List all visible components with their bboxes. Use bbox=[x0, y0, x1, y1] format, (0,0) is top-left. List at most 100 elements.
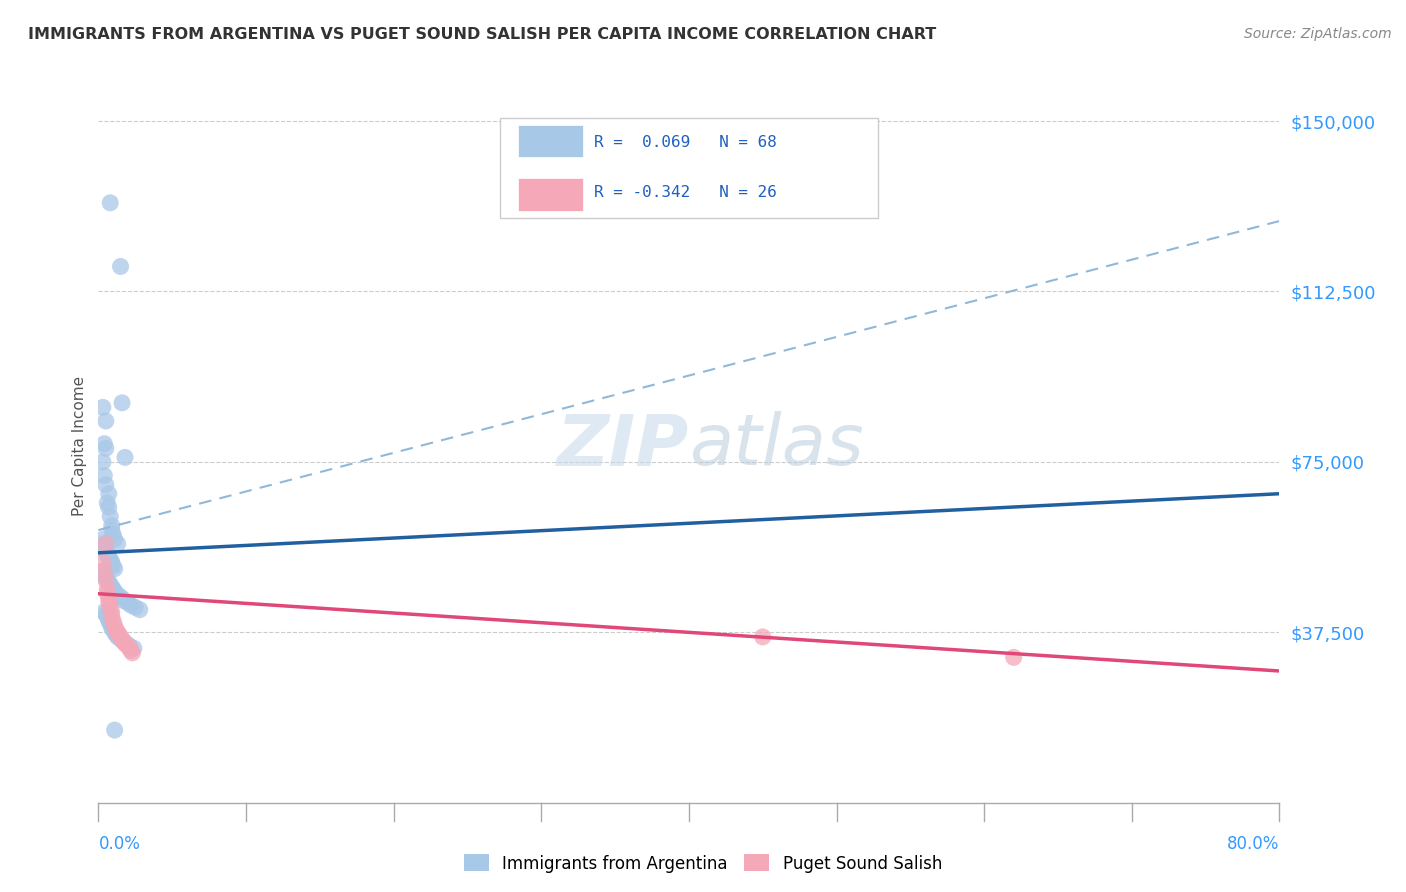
Legend: Immigrants from Argentina, Puget Sound Salish: Immigrants from Argentina, Puget Sound S… bbox=[457, 847, 949, 880]
Point bbox=[122, 641, 145, 656]
Point bbox=[751, 630, 773, 644]
Point bbox=[100, 609, 122, 624]
Point bbox=[97, 500, 120, 515]
Point bbox=[114, 450, 136, 465]
Point bbox=[110, 630, 132, 644]
Point bbox=[115, 637, 138, 651]
Point bbox=[93, 568, 115, 582]
Point bbox=[94, 537, 117, 551]
Point bbox=[117, 639, 139, 653]
Text: atlas: atlas bbox=[689, 411, 863, 481]
Point bbox=[93, 605, 115, 619]
Point bbox=[112, 634, 135, 648]
Text: ZIP: ZIP bbox=[557, 411, 689, 481]
Bar bbox=[517, 178, 582, 211]
Point bbox=[107, 630, 129, 644]
Point bbox=[100, 518, 122, 533]
Point bbox=[97, 487, 120, 501]
Point bbox=[94, 541, 117, 556]
Point bbox=[94, 571, 117, 585]
Point bbox=[97, 596, 120, 610]
Point bbox=[1002, 650, 1025, 665]
Point bbox=[103, 527, 125, 541]
Point bbox=[96, 582, 118, 597]
Point bbox=[100, 621, 122, 635]
Point bbox=[107, 537, 129, 551]
Point bbox=[105, 623, 128, 637]
Point bbox=[118, 639, 141, 653]
Point bbox=[103, 623, 125, 637]
Point bbox=[98, 616, 121, 631]
Point bbox=[111, 591, 134, 606]
Point bbox=[104, 625, 127, 640]
Point bbox=[117, 596, 139, 610]
Point bbox=[91, 532, 114, 546]
Point bbox=[100, 618, 122, 632]
Point bbox=[111, 396, 134, 410]
Point bbox=[121, 646, 143, 660]
Point bbox=[104, 532, 127, 546]
Point bbox=[93, 566, 115, 581]
Text: IMMIGRANTS FROM ARGENTINA VS PUGET SOUND SALISH PER CAPITA INCOME CORRELATION CH: IMMIGRANTS FROM ARGENTINA VS PUGET SOUND… bbox=[28, 27, 936, 42]
Point bbox=[94, 573, 117, 587]
Point bbox=[96, 609, 118, 624]
Point bbox=[96, 548, 118, 562]
Point bbox=[100, 523, 122, 537]
Point bbox=[100, 555, 122, 569]
Point bbox=[128, 602, 150, 616]
Point bbox=[94, 442, 117, 456]
Point bbox=[98, 577, 121, 591]
Point bbox=[103, 559, 125, 574]
Point bbox=[111, 632, 134, 647]
Point bbox=[94, 543, 117, 558]
Y-axis label: Per Capita Income: Per Capita Income bbox=[72, 376, 87, 516]
Point bbox=[98, 552, 121, 566]
Point bbox=[98, 509, 121, 524]
Point bbox=[108, 589, 131, 603]
Point bbox=[104, 618, 127, 632]
Point bbox=[97, 614, 120, 628]
Point bbox=[91, 455, 114, 469]
Point bbox=[91, 564, 114, 578]
Point bbox=[112, 593, 135, 607]
Point bbox=[97, 550, 120, 565]
Text: Source: ZipAtlas.com: Source: ZipAtlas.com bbox=[1244, 27, 1392, 41]
Point bbox=[93, 537, 115, 551]
Point bbox=[93, 468, 115, 483]
Point bbox=[105, 627, 128, 641]
Point bbox=[94, 607, 117, 622]
Point bbox=[98, 600, 121, 615]
Point bbox=[97, 612, 120, 626]
Point bbox=[93, 436, 115, 450]
Point bbox=[93, 564, 115, 578]
Point bbox=[104, 723, 127, 737]
Bar bbox=[517, 125, 582, 157]
Text: R =  0.069   N = 68: R = 0.069 N = 68 bbox=[595, 136, 778, 150]
Point bbox=[96, 496, 118, 510]
FancyBboxPatch shape bbox=[501, 118, 877, 218]
Point bbox=[112, 634, 135, 648]
Point bbox=[96, 546, 118, 560]
Point bbox=[105, 587, 128, 601]
Point bbox=[110, 632, 132, 647]
Point bbox=[96, 587, 118, 601]
Text: 80.0%: 80.0% bbox=[1227, 835, 1279, 853]
Text: R = -0.342   N = 26: R = -0.342 N = 26 bbox=[595, 186, 778, 200]
Point bbox=[91, 555, 114, 569]
Point bbox=[103, 582, 125, 597]
Point bbox=[114, 637, 136, 651]
Point bbox=[96, 573, 118, 587]
Point bbox=[97, 591, 120, 606]
Point bbox=[94, 477, 117, 491]
Point bbox=[103, 614, 125, 628]
Text: 0.0%: 0.0% bbox=[98, 835, 141, 853]
Point bbox=[120, 598, 142, 612]
Point bbox=[98, 195, 121, 210]
Point bbox=[120, 643, 142, 657]
Point bbox=[100, 605, 122, 619]
Point bbox=[118, 641, 141, 656]
Point bbox=[97, 575, 120, 590]
Point bbox=[107, 625, 129, 640]
Point bbox=[94, 414, 117, 428]
Point bbox=[100, 580, 122, 594]
